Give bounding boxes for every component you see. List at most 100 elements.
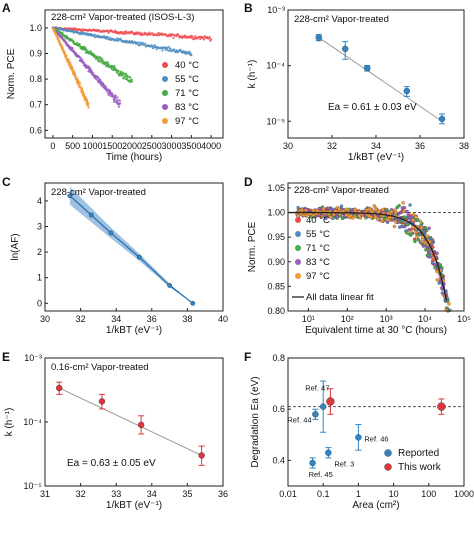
data-point [81, 89, 84, 92]
data-point [423, 240, 428, 245]
data-point [88, 212, 94, 218]
data-point [113, 99, 116, 102]
panel-annotation: 228-cm² Vapor-treated [51, 187, 146, 198]
x-tick-label: 100 [421, 489, 436, 499]
y-tick-label: 1.0 [29, 23, 42, 33]
y-axis-label: Norm. PCE [6, 48, 17, 99]
data-point [130, 39, 134, 43]
data-point [56, 35, 59, 38]
data-point [344, 207, 349, 212]
data-point [438, 115, 446, 123]
x-tick-label: 10³ [380, 314, 393, 324]
x-tick-label: 2500 [142, 141, 162, 151]
data-point [99, 79, 102, 82]
y-tick-label: 0.80 [267, 306, 285, 316]
x-tick-label: 1000 [454, 489, 474, 499]
data-point [75, 76, 78, 79]
data-point [202, 36, 205, 39]
data-point [190, 300, 196, 306]
data-point [408, 230, 413, 234]
data-point [411, 218, 415, 222]
x-tick-label: 36 [218, 489, 228, 499]
confidence-band [69, 186, 193, 304]
data-point [144, 42, 147, 45]
panel-letter: B [244, 1, 253, 15]
data-point [188, 50, 191, 53]
data-point [136, 254, 142, 260]
data-point [393, 208, 397, 212]
data-point [114, 97, 117, 100]
data-point [304, 208, 308, 212]
data-point [403, 87, 410, 95]
y-tick-label: 4 [37, 196, 42, 206]
data-point [437, 402, 446, 411]
data-point [98, 398, 106, 405]
data-point [432, 262, 437, 267]
x-tick-label: 0.01 [279, 489, 297, 499]
data-point [208, 35, 211, 39]
x-tick-label: 34 [147, 489, 157, 499]
y-tick-label: 10⁻⁵ [24, 481, 43, 491]
data-point [70, 65, 73, 68]
y-tick-label: 0.95 [267, 232, 285, 242]
x-axis-label: 1/kBT (eV⁻¹) [348, 152, 404, 163]
y-tick-label: 0.8 [29, 74, 42, 84]
y-tick-label: 1.00 [267, 208, 285, 218]
legend-label: 55 °C [306, 229, 330, 240]
legend-label: Reported [398, 448, 439, 459]
data-point [85, 96, 88, 99]
panel-annotation: 228-cm² Vapor-treated [294, 14, 389, 25]
legend-label: 55 °C [175, 74, 199, 85]
x-axis-label: Time (hours) [106, 152, 162, 163]
x-tick-label: 4000 [201, 141, 221, 151]
x-axis-label: 1/kBT (eV⁻¹) [106, 500, 162, 511]
legend-marker [384, 449, 392, 457]
data-point [69, 62, 72, 65]
data-point [90, 32, 93, 36]
plot-frame [44, 9, 224, 139]
data-point [427, 249, 431, 254]
data-point [93, 33, 96, 36]
legend-marker [384, 463, 392, 471]
data-point [376, 217, 380, 221]
data-point [309, 459, 316, 467]
data-point [81, 58, 84, 61]
legend-marker [162, 104, 168, 110]
data-point [119, 102, 122, 105]
plot-frame [44, 182, 224, 312]
data-point [411, 212, 416, 217]
data-point [321, 207, 326, 211]
data-point [329, 215, 333, 219]
data-point [106, 35, 110, 39]
data-point [405, 209, 409, 214]
data-point [151, 32, 154, 35]
point-label: Ref. 44 [287, 415, 311, 424]
data-point [168, 49, 171, 52]
y-tick-label: 10⁻⁴ [266, 61, 285, 71]
data-point [56, 384, 63, 392]
panel-letter: A [2, 1, 11, 15]
data-point [326, 397, 335, 406]
x-tick-label: 10⁴ [418, 314, 432, 324]
x-tick-label: 38 [459, 141, 469, 151]
point-label: Ref. 3 [334, 460, 354, 469]
y-tick-label: 0.7 [29, 100, 42, 110]
data-point [126, 74, 129, 78]
data-point [71, 47, 74, 50]
x-axis-label: Area (cm²) [352, 500, 399, 511]
x-tick-label: 1000 [82, 141, 102, 151]
data-point [424, 248, 428, 252]
data-point [79, 56, 82, 60]
data-point [435, 251, 439, 255]
data-point [312, 411, 319, 418]
data-point [193, 38, 196, 41]
data-point [326, 206, 331, 211]
x-tick-label: 40 [218, 314, 228, 324]
data-point [137, 41, 140, 44]
x-axis-label: 1/kBT (eV⁻¹) [106, 325, 162, 336]
y-tick-label: 0.85 [267, 281, 285, 291]
x-tick-label: 32 [76, 489, 86, 499]
data-point [325, 449, 332, 456]
x-tick-label: 10⁵ [457, 314, 471, 324]
data-point [311, 208, 316, 213]
